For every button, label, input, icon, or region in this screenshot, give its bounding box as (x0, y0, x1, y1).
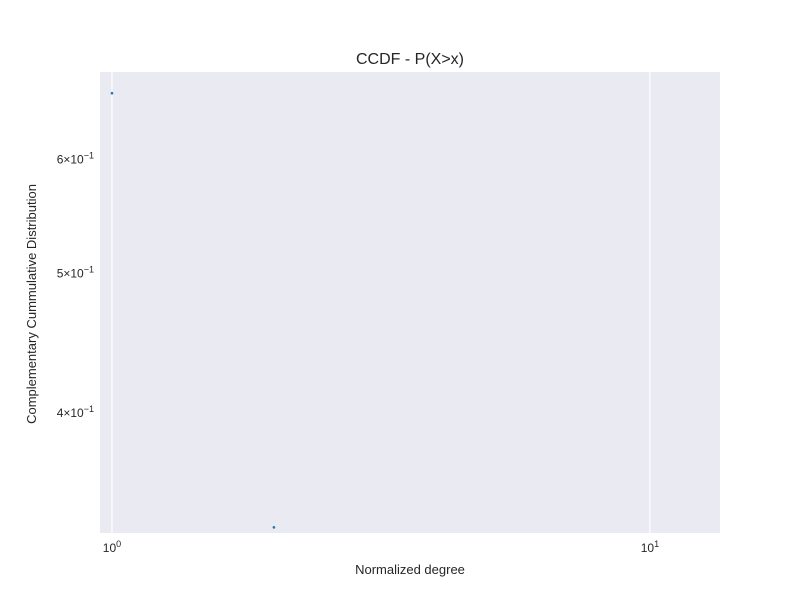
x-tick-label-0: 100 (103, 539, 121, 555)
plot-area (100, 72, 720, 533)
data-point-0-0 (110, 91, 114, 95)
chart-title: CCDF - P(X>x) (356, 51, 464, 68)
y-axis-label: Complementary Cummulative Distribution (24, 184, 39, 424)
grid-layer (111, 72, 651, 533)
data-point-0-1 (272, 526, 276, 529)
x-axis-label: Normalized degree (355, 562, 465, 577)
x-tick-label-1: 101 (641, 539, 659, 555)
y-tick-label-1: 5×10−1 (57, 264, 94, 280)
y-tick-labels: 6×10−1 5×10−1 4×10−1 (57, 150, 94, 419)
data-points (110, 91, 276, 529)
x-tick-labels: 100 101 (103, 539, 659, 555)
y-tick-label-0: 6×10−1 (57, 150, 94, 166)
y-tick-label-2: 4×10−1 (57, 404, 94, 420)
